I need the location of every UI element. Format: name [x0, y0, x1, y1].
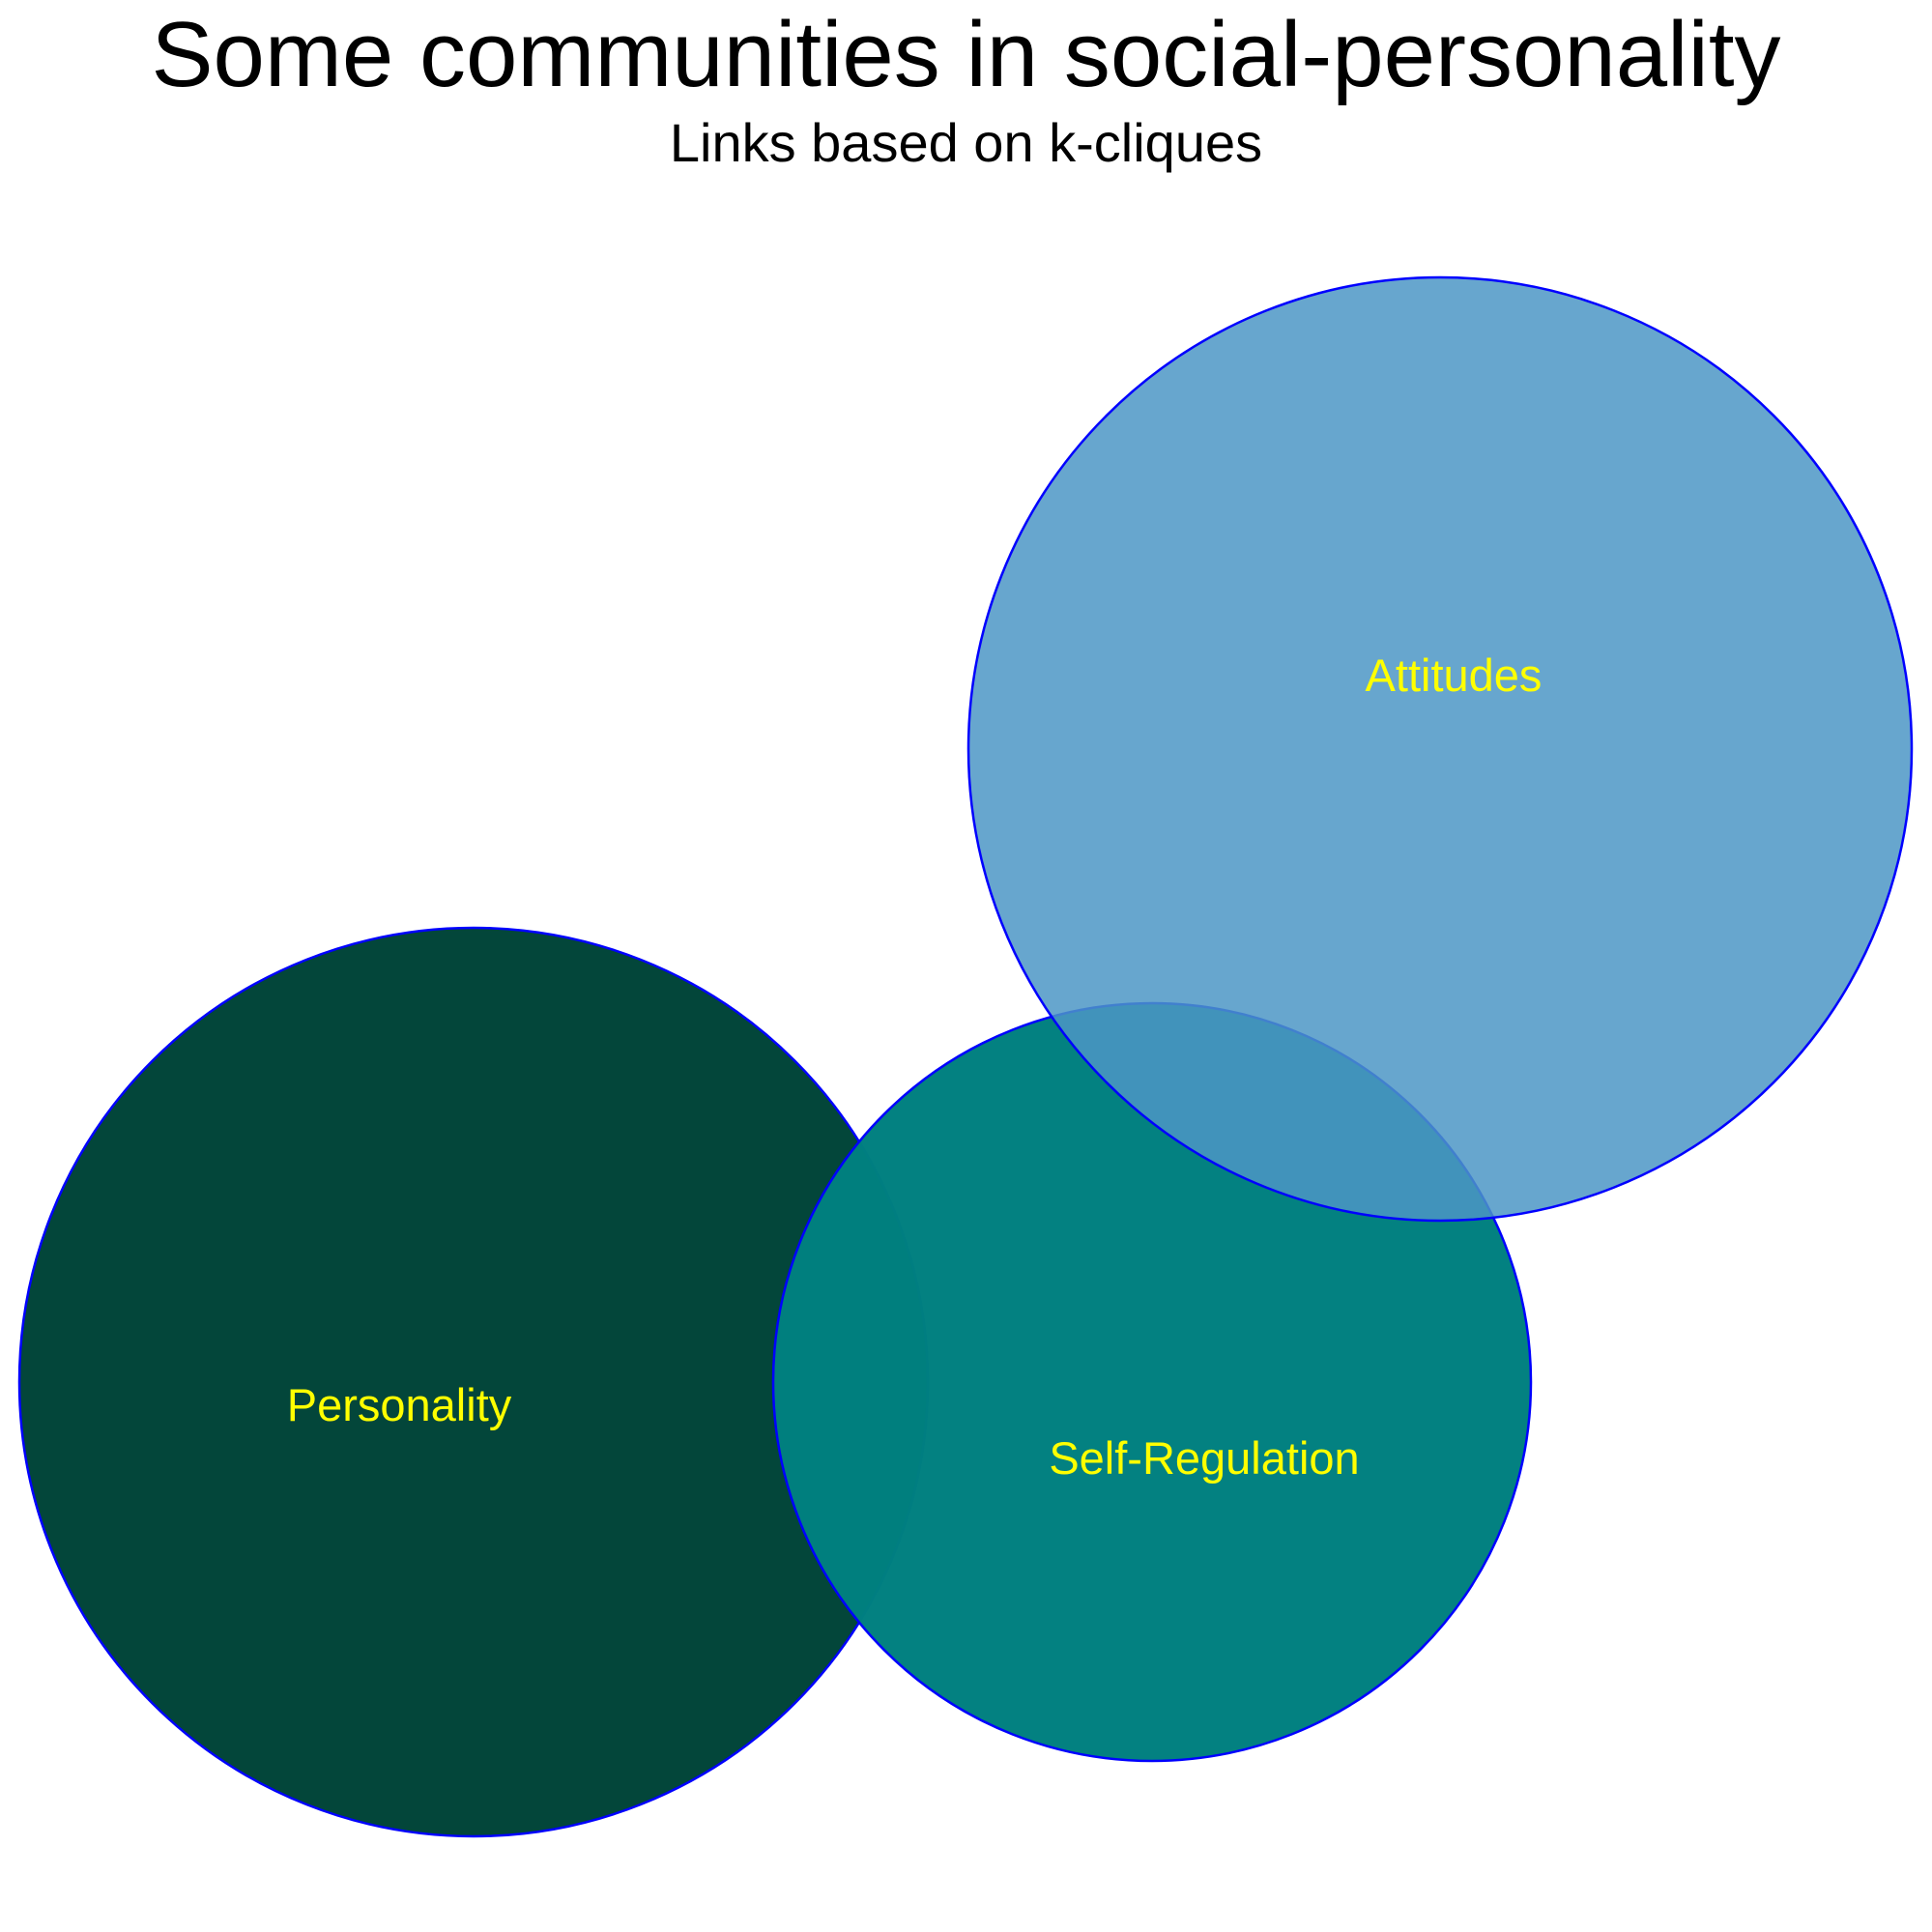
diagram-subtitle: Links based on k-cliques: [669, 112, 1263, 173]
self-regulation-label: Self-Regulation: [1049, 1432, 1359, 1484]
attitudes-label: Attitudes: [1366, 649, 1543, 701]
personality-label: Personality: [287, 1379, 512, 1430]
diagram-title: Some communities in social-personality: [151, 3, 1781, 106]
attitudes-circle: [966, 275, 1914, 1223]
